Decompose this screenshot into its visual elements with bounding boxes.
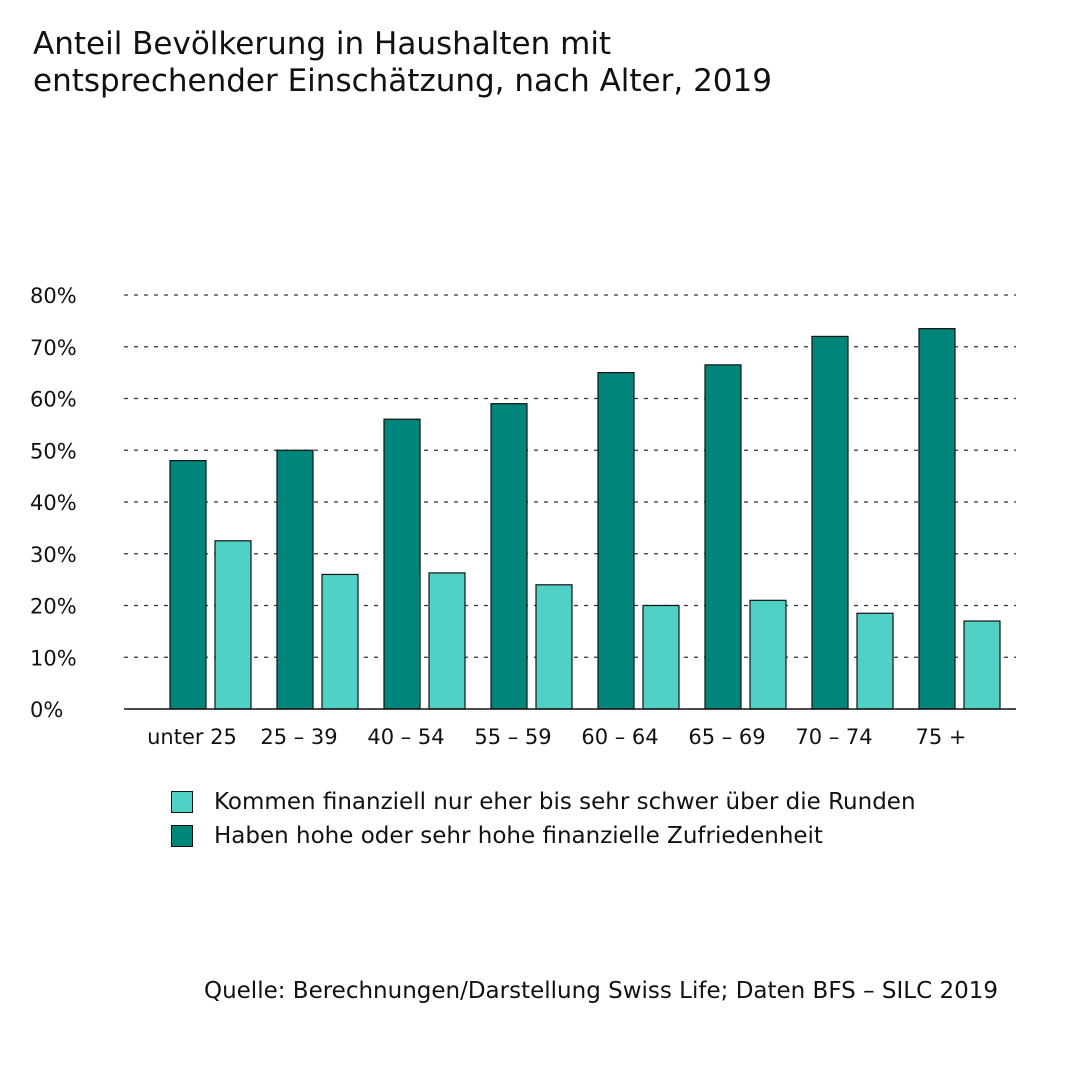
- bar-financial-difficulty: [535, 584, 573, 710]
- bar-high-satisfaction: [597, 372, 635, 710]
- bar-financial-difficulty: [321, 573, 359, 710]
- legend-swatch-dark: [171, 825, 193, 847]
- bar-financial-difficulty: [642, 604, 680, 710]
- x-tick-label: 70 – 74: [795, 725, 872, 749]
- y-tick-label: 20%: [30, 595, 77, 619]
- bar-financial-difficulty: [963, 620, 1001, 710]
- legend-swatch-light: [171, 791, 193, 813]
- bar-high-satisfaction: [383, 418, 421, 710]
- chart-title-line-1: Anteil Bevölkerung in Haushalten mit: [33, 26, 612, 62]
- bar-financial-difficulty: [214, 540, 252, 710]
- chart-title: Anteil Bevölkerung in Haushalten mit ent…: [33, 26, 1033, 100]
- y-tick-label: 30%: [30, 543, 77, 567]
- legend-item-dark: Haben hohe oder sehr hohe finanzielle Zu…: [171, 819, 916, 853]
- x-tick-label: 40 – 54: [367, 725, 444, 749]
- y-tick-label: 10%: [30, 646, 77, 670]
- bar-high-satisfaction: [811, 335, 849, 710]
- x-tick-label: 75 +: [916, 725, 967, 749]
- y-tick-label: 60%: [30, 388, 77, 412]
- y-tick-label: 70%: [30, 336, 77, 360]
- x-tick-label: 25 – 39: [260, 725, 337, 749]
- y-tick-label: 40%: [30, 491, 77, 515]
- legend-label-dark: Haben hohe oder sehr hohe finanzielle Zu…: [214, 823, 823, 849]
- x-tick-label: 60 – 64: [581, 725, 658, 749]
- bar-financial-difficulty: [856, 612, 894, 710]
- x-tick-label: 65 – 69: [688, 725, 765, 749]
- y-tick-label: 80%: [30, 284, 77, 308]
- x-tick-label: unter 25: [147, 725, 237, 749]
- x-tick-label: 55 – 59: [474, 725, 551, 749]
- bar-high-satisfaction: [704, 364, 742, 710]
- bar-high-satisfaction: [276, 449, 314, 710]
- chart-title-line-2: entsprechender Einschätzung, nach Alter,…: [33, 63, 772, 99]
- y-tick-label: 50%: [30, 439, 77, 463]
- legend-label-light: Kommen finanziell nur eher bis sehr schw…: [214, 789, 916, 815]
- y-tick-label: 0%: [30, 698, 63, 722]
- bar-financial-difficulty: [428, 572, 466, 710]
- source-note: Quelle: Berechnungen/Darstellung Swiss L…: [203, 978, 998, 1004]
- bar-high-satisfaction: [169, 460, 207, 710]
- bar-high-satisfaction: [490, 403, 528, 710]
- bar-high-satisfaction: [918, 328, 956, 710]
- legend-item-light: Kommen finanziell nur eher bis sehr schw…: [171, 785, 916, 819]
- bar-financial-difficulty: [749, 599, 787, 710]
- legend: Kommen finanziell nur eher bis sehr schw…: [171, 785, 916, 853]
